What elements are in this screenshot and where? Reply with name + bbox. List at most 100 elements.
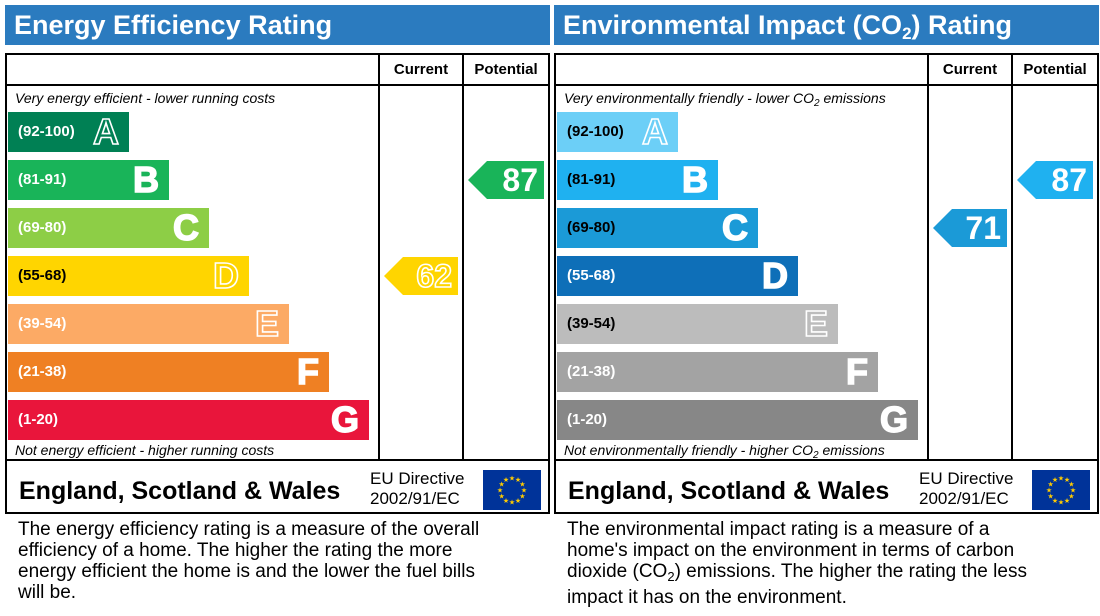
eu-star: ★ <box>509 499 515 507</box>
energy-chart-frame: Current Potential Very energy efficient … <box>5 53 550 514</box>
band-c: (69-80) C <box>557 207 758 249</box>
band-letter: D <box>212 255 240 297</box>
band-g: (1-20) G <box>8 399 369 441</box>
top-caption: Very energy efficient - lower running co… <box>15 90 276 106</box>
energy-description: The energy efficiency rating is a measur… <box>18 519 480 603</box>
eu-directive-label: EU Directive 2002/91/EC <box>919 469 1029 509</box>
band-letter: A <box>92 111 120 153</box>
band-a: (92-100) A <box>557 111 678 153</box>
eu-star: ★ <box>1047 481 1053 489</box>
eu-star: ★ <box>503 497 509 505</box>
eu-star: ★ <box>515 497 521 505</box>
band-letter: E <box>803 303 829 345</box>
column-divider <box>1011 55 1013 461</box>
energy-chart-title: Energy Efficiency Rating <box>5 5 550 45</box>
band-d: (55-68) D <box>557 255 798 297</box>
top-caption: Very environmentally friendly - lower CO… <box>564 90 886 109</box>
eu-star: ★ <box>515 476 521 484</box>
eu-directive-label: EU Directive 2002/91/EC <box>370 469 480 509</box>
band-b: (81-91) B <box>8 159 169 201</box>
band-range-label: (69-80) <box>18 219 67 236</box>
current-column-header: Current <box>942 61 998 78</box>
description-text: The environmental impact rating is a mea… <box>567 519 1015 582</box>
eu-star: ★ <box>521 487 527 495</box>
eu-directive-line1: EU Directive <box>370 469 465 488</box>
band-letter: F <box>296 351 320 393</box>
potential-rating-arrow: 87 <box>1017 161 1093 199</box>
band-f: (21-38) F <box>8 351 329 393</box>
eu-star: ★ <box>1064 476 1070 484</box>
potential-rating-arrow: 87 <box>468 161 544 199</box>
eu-star: ★ <box>519 493 525 501</box>
country-label: England, Scotland & Wales <box>568 477 890 505</box>
eu-star: ★ <box>1047 493 1053 501</box>
band-d: (55-68) D <box>8 255 249 297</box>
band-range-label: (92-100) <box>18 123 75 140</box>
band-g: (1-20) G <box>557 399 918 441</box>
current-rating-arrow-value: 62 <box>416 257 453 295</box>
band-letter: E <box>254 303 280 345</box>
band-range-label: (55-68) <box>567 267 616 284</box>
band-letter: C <box>721 207 749 249</box>
band-range-label: (55-68) <box>18 267 67 284</box>
eu-star: ★ <box>509 475 515 483</box>
caption-text: Very environmentally friendly - lower CO <box>564 90 815 106</box>
environmental-impact-panel: Environmental Impact (CO2) Rating Curren… <box>554 5 1099 514</box>
eu-flag-icon: ★ ★ ★ ★ ★ ★ ★ ★ ★ ★ ★ ★ <box>1032 470 1090 510</box>
environmental-chart-frame: Current Potential Very environmentally f… <box>554 53 1099 514</box>
potential-column-header: Potential <box>1023 61 1087 78</box>
band-f: (21-38) F <box>557 351 878 393</box>
eu-directive-line2: 2002/91/EC <box>370 489 460 508</box>
band-letter: A <box>641 111 669 153</box>
eu-star: ★ <box>1046 487 1052 495</box>
eu-star: ★ <box>1052 476 1058 484</box>
current-rating-arrow: 62 <box>384 257 458 295</box>
caption-subscript: 2 <box>813 450 819 461</box>
title-text: Environmental Impact (CO <box>563 10 903 40</box>
caption-subscript: 2 <box>814 98 820 109</box>
description-subscript: 2 <box>667 569 675 584</box>
band-range-label: (81-91) <box>18 171 67 188</box>
band-letter: F <box>845 351 869 393</box>
band-letter: G <box>879 399 909 441</box>
country-label: England, Scotland & Wales <box>19 477 341 505</box>
current-rating-arrow: 71 <box>933 209 1007 247</box>
band-range-label: (1-20) <box>567 411 608 428</box>
band-letter: C <box>172 207 200 249</box>
band-e: (39-54) E <box>8 303 289 345</box>
band-range-label: (92-100) <box>567 123 624 140</box>
band-range-label: (81-91) <box>567 171 616 188</box>
band-range-label: (21-38) <box>567 363 616 380</box>
band-b: (81-91) B <box>557 159 718 201</box>
caption-text-end: emissions <box>818 442 885 458</box>
band-letter: D <box>761 255 789 297</box>
eu-flag-icon: ★ ★ ★ ★ ★ ★ ★ ★ ★ ★ ★ ★ <box>483 470 541 510</box>
footer-divider <box>7 459 548 461</box>
bottom-caption: Not energy efficient - higher running co… <box>15 442 275 458</box>
eu-star: ★ <box>1058 475 1064 483</box>
band-a: (92-100) A <box>8 111 129 153</box>
current-rating-arrow-shape <box>384 257 458 295</box>
eu-star: ★ <box>1068 493 1074 501</box>
potential-rating-arrow-value: 87 <box>502 162 538 198</box>
band-range-label: (39-54) <box>567 315 616 332</box>
eu-star: ★ <box>498 493 504 501</box>
band-letter: G <box>330 399 360 441</box>
eu-star: ★ <box>1058 499 1064 507</box>
potential-rating-arrow-value: 87 <box>1051 162 1087 198</box>
current-rating-arrow-value: 71 <box>965 210 1001 246</box>
eu-star: ★ <box>1052 497 1058 505</box>
bottom-caption: Not environmentally friendly - higher CO… <box>564 442 885 461</box>
eu-star: ★ <box>519 481 525 489</box>
eu-star: ★ <box>1068 481 1074 489</box>
band-letter: B <box>681 159 709 201</box>
current-column-header: Current <box>393 61 449 78</box>
band-letter: B <box>132 159 160 201</box>
title-text-end: ) Rating <box>911 10 1013 40</box>
header-divider <box>7 84 548 86</box>
eu-star: ★ <box>497 487 503 495</box>
title-subscript: 2 <box>902 24 912 43</box>
potential-rating-arrow-shape <box>1017 161 1093 199</box>
eu-star: ★ <box>1070 487 1076 495</box>
band-c: (69-80) C <box>8 207 209 249</box>
